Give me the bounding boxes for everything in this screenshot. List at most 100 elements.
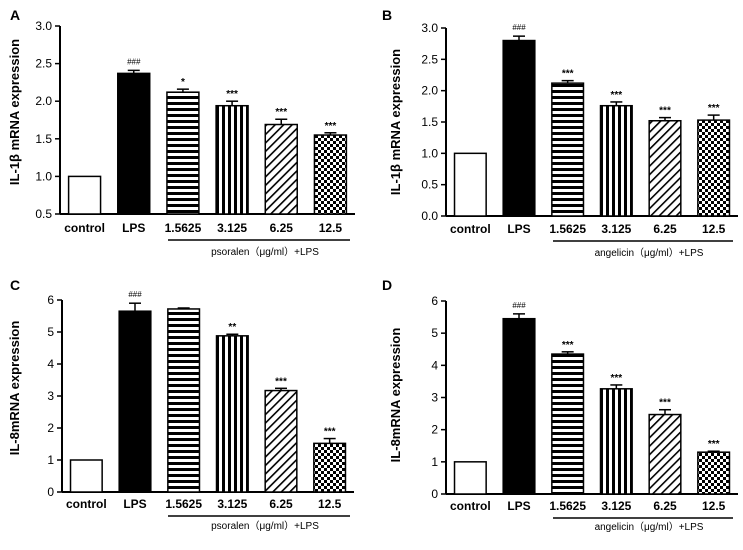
panel-c-significance-dose-3: ***	[275, 376, 287, 387]
panel-c-bar-control	[69, 459, 103, 493]
panel-a-y-tick-label: 1.5	[35, 132, 52, 146]
panel-a-category-label: 6.25	[270, 221, 294, 235]
panel-a-y-tick-label: 3.0	[35, 19, 52, 33]
panel-a-y-tick-label: 2.0	[35, 94, 52, 108]
panel-c-category-label: 12.5	[318, 497, 342, 511]
panel-d-significance-dose-3: ***	[659, 398, 671, 409]
panel-a-significance-dose-2: ***	[226, 89, 238, 100]
panel-a-significance-dose-4: ***	[325, 121, 337, 132]
panel-a-category-label: control	[64, 221, 105, 235]
panel-d-category-label: 1.5625	[549, 499, 586, 513]
panel-d-y-tick-label: 4	[431, 358, 438, 372]
panel-b-category-label: 12.5	[702, 222, 726, 236]
panel-b-category-label: LPS	[507, 222, 530, 236]
panel-c-category-label: 6.25	[269, 497, 293, 511]
panel-c-significance-lps: ###	[128, 290, 142, 299]
panel-d-bar-dose-1	[551, 353, 585, 495]
panel-d-significance-dose-4: ***	[708, 439, 720, 450]
panel-a-y-tick-label: 1.0	[35, 169, 52, 183]
panel-a-y-tick-label: 2.5	[35, 57, 52, 71]
panel-d-bar-dose-4	[697, 451, 731, 495]
panel-b-letter: B	[382, 7, 392, 23]
panel-d: D IL-8mRNA expression 0 1 2 3 4 5 6 control ### LPS…	[382, 277, 738, 533]
panel-d-y-tick-label: 6	[431, 294, 438, 308]
panel-c-bar-lps	[118, 310, 152, 493]
panel-b-significance-dose-4: ***	[708, 103, 720, 114]
panel-a-category-label: 1.5625	[165, 221, 202, 235]
panel-c-y-tick-label: 1	[47, 453, 54, 467]
panel-c-bar-dose-1	[167, 308, 201, 493]
panel-b-bar-lps	[502, 39, 536, 217]
panel-c-significance-dose-4: ***	[324, 427, 336, 438]
panel-b: B IL-1β mRNA expression 0.0 0.5 1.0 1.5 2.0 2.5…	[382, 7, 738, 259]
panel-d-category-label: LPS	[507, 499, 530, 513]
panel-d-significance-dose-2: ***	[610, 373, 622, 384]
panel-b-treatment-label: angelicin（μg/ml）+LPS	[595, 247, 704, 259]
panel-a-category-label: 12.5	[319, 221, 343, 235]
panel-b-significance-dose-3: ***	[659, 106, 671, 117]
panel-c-significance-dose-2: **	[228, 322, 236, 333]
panel-a-bar-dose-2	[215, 104, 249, 215]
panel-c-category-label: LPS	[123, 497, 146, 511]
panel-b-y-tick-label: 1.5	[421, 115, 438, 129]
panel-c-bar-dose-3	[264, 389, 298, 493]
panel-c-y-tick-label: 4	[47, 357, 54, 371]
panel-a-bar-dose-4	[313, 134, 348, 215]
panel-c-y-tick-label: 0	[47, 485, 54, 499]
panel-b-category-label: control	[450, 222, 491, 236]
panel-d-category-label: 6.25	[653, 499, 677, 513]
panel-d-bar-control	[453, 461, 487, 495]
panel-d-y-tick-label: 1	[431, 455, 438, 469]
panel-b-bar-dose-2	[599, 104, 633, 217]
panel-d-category-label: 12.5	[702, 499, 726, 513]
panel-b-y-tick-label: 2.5	[421, 52, 438, 66]
panel-d-bar-dose-3	[648, 413, 682, 495]
panel-a: A IL-1β mRNA expression 0.5 1.0 1.5 2.0 2.5 3.0…	[7, 7, 355, 258]
panel-c-y-axis-label: IL-8mRNA expression	[7, 321, 22, 456]
panel-b-y-tick-label: 0.5	[421, 178, 438, 192]
panel-b-bar-control	[453, 152, 487, 217]
panel-b-y-axis-label: IL-1β mRNA expression	[388, 49, 403, 195]
panel-a-significance-dose-1: *	[181, 77, 185, 88]
panel-a-letter: A	[10, 7, 20, 23]
panel-c-category-label: 1.5625	[165, 497, 202, 511]
panel-a-category-label: 3.125	[217, 221, 247, 235]
panel-d-y-tick-label: 2	[431, 423, 438, 437]
panel-c-category-label: 3.125	[217, 497, 247, 511]
panel-a-bar-control	[67, 175, 102, 215]
panel-a-treatment-label: psoralen（μg/ml）+LPS	[211, 246, 319, 258]
panel-b-y-tick-label: 1.0	[421, 146, 438, 160]
panel-b-y-tick-label: 2.0	[421, 84, 438, 98]
panel-b-significance-dose-2: ***	[610, 90, 622, 101]
panel-d-y-tick-label: 3	[431, 391, 438, 405]
panel-c-y-tick-label: 5	[47, 325, 54, 339]
panel-c-treatment-label: psoralen（μg/ml）+LPS	[211, 520, 319, 532]
panel-b-significance-lps: ###	[512, 23, 526, 32]
panel-c: C IL-8mRNA expression 0 1 2 3 4 5 6 control ### LPS…	[7, 277, 354, 532]
panel-a-bar-dose-3	[264, 123, 298, 215]
panel-a-category-label: LPS	[122, 221, 145, 235]
panel-b-y-tick-label: 0.0	[421, 209, 438, 223]
panel-d-treatment-label: angelicin（μg/ml）+LPS	[595, 521, 704, 533]
panel-b-category-label: 3.125	[601, 222, 631, 236]
panel-c-y-tick-label: 3	[47, 389, 54, 403]
panel-b-significance-dose-1: ***	[562, 69, 574, 80]
panel-c-y-tick-label: 6	[47, 293, 54, 307]
panel-b-bar-dose-3	[648, 119, 682, 217]
panel-c-y-tick-label: 2	[47, 421, 54, 435]
panel-d-letter: D	[382, 277, 392, 293]
panel-d-bar-lps	[502, 317, 536, 495]
panel-c-bar-dose-4	[313, 442, 347, 493]
panel-d-y-tick-label: 0	[431, 487, 438, 501]
panel-d-bar-dose-2	[599, 388, 633, 495]
panel-d-y-axis-label: IL-8mRNA expression	[388, 328, 403, 463]
panel-a-y-tick-label: 0.5	[35, 207, 52, 221]
panel-c-category-label: control	[66, 497, 107, 511]
panel-b-bar-dose-4	[697, 119, 731, 217]
panel-a-bar-dose-1	[166, 91, 200, 215]
panel-d-category-label: control	[450, 499, 491, 513]
panel-d-significance-dose-1: ***	[562, 340, 574, 351]
panel-b-y-tick-label: 3.0	[421, 21, 438, 35]
